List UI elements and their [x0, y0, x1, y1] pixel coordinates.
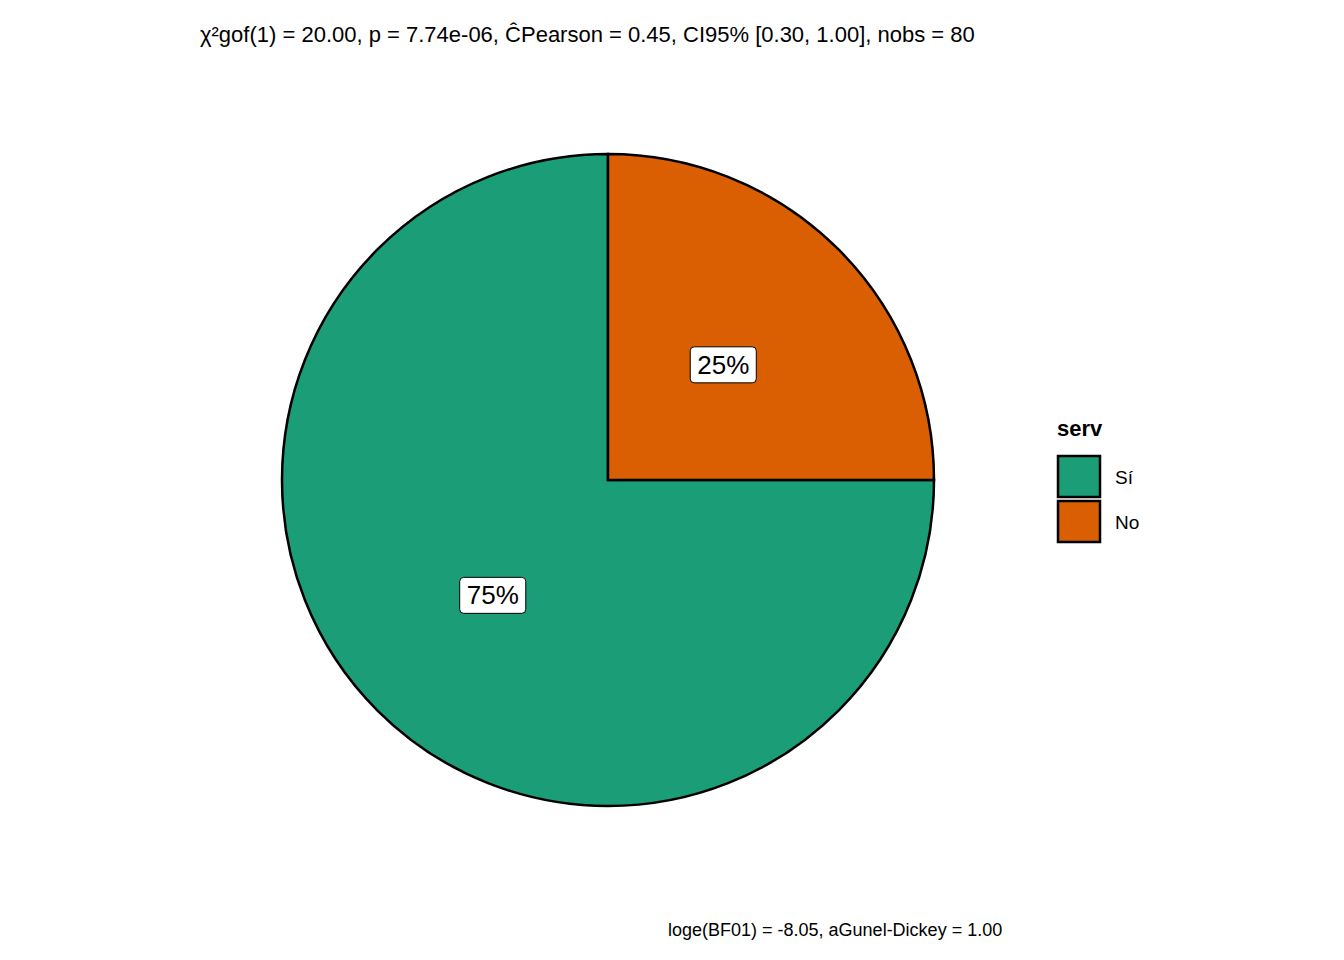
background: [0, 0, 1344, 960]
legend-label: No: [1115, 512, 1139, 533]
legend-label: Sí: [1115, 467, 1134, 488]
chart: χ²gof(1) = 20.00, p = 7.74e-06, ĈPearson…: [0, 0, 1344, 960]
data-label-box: [460, 577, 526, 613]
legend-swatch: [1058, 456, 1100, 497]
legend: serv Sí No: [1057, 416, 1139, 542]
data-label-box: [690, 347, 756, 383]
legend-swatch: [1058, 501, 1100, 542]
data-labels: 75% 25%: [460, 347, 757, 614]
caption: loge(BF01) = -8.05, aGunel-Dickey = 1.00: [668, 920, 1002, 940]
pie: [282, 154, 934, 806]
data-label-text: 25%: [697, 350, 749, 380]
data-label-text: 75%: [467, 580, 519, 610]
title: χ²gof(1) = 20.00, p = 7.74e-06, ĈPearson…: [200, 22, 975, 47]
data-label: 25%: [690, 347, 756, 383]
data-label: 75%: [460, 577, 526, 613]
pie-slice: [608, 154, 934, 480]
pie-slice: [282, 154, 934, 806]
legend-title: serv: [1057, 416, 1103, 441]
